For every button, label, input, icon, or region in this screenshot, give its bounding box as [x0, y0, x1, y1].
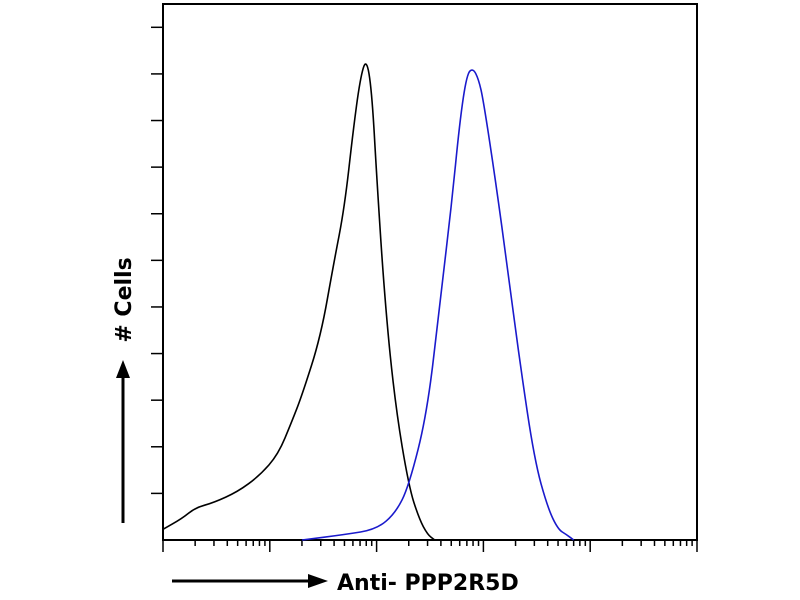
y-axis-ticks: [151, 26, 163, 495]
x-axis-arrow-head: [308, 574, 328, 588]
y-axis-label: # Cells: [112, 257, 137, 342]
series-group: [162, 63, 575, 541]
control-histogram-line: [162, 63, 436, 541]
plot-frame: [162, 3, 698, 541]
x-axis-label: Anti- PPP2R5D: [337, 571, 519, 596]
antibody-histogram-line: [301, 69, 575, 541]
y-axis-arrow-head: [116, 360, 130, 378]
x-axis-ticks: [162, 540, 698, 552]
